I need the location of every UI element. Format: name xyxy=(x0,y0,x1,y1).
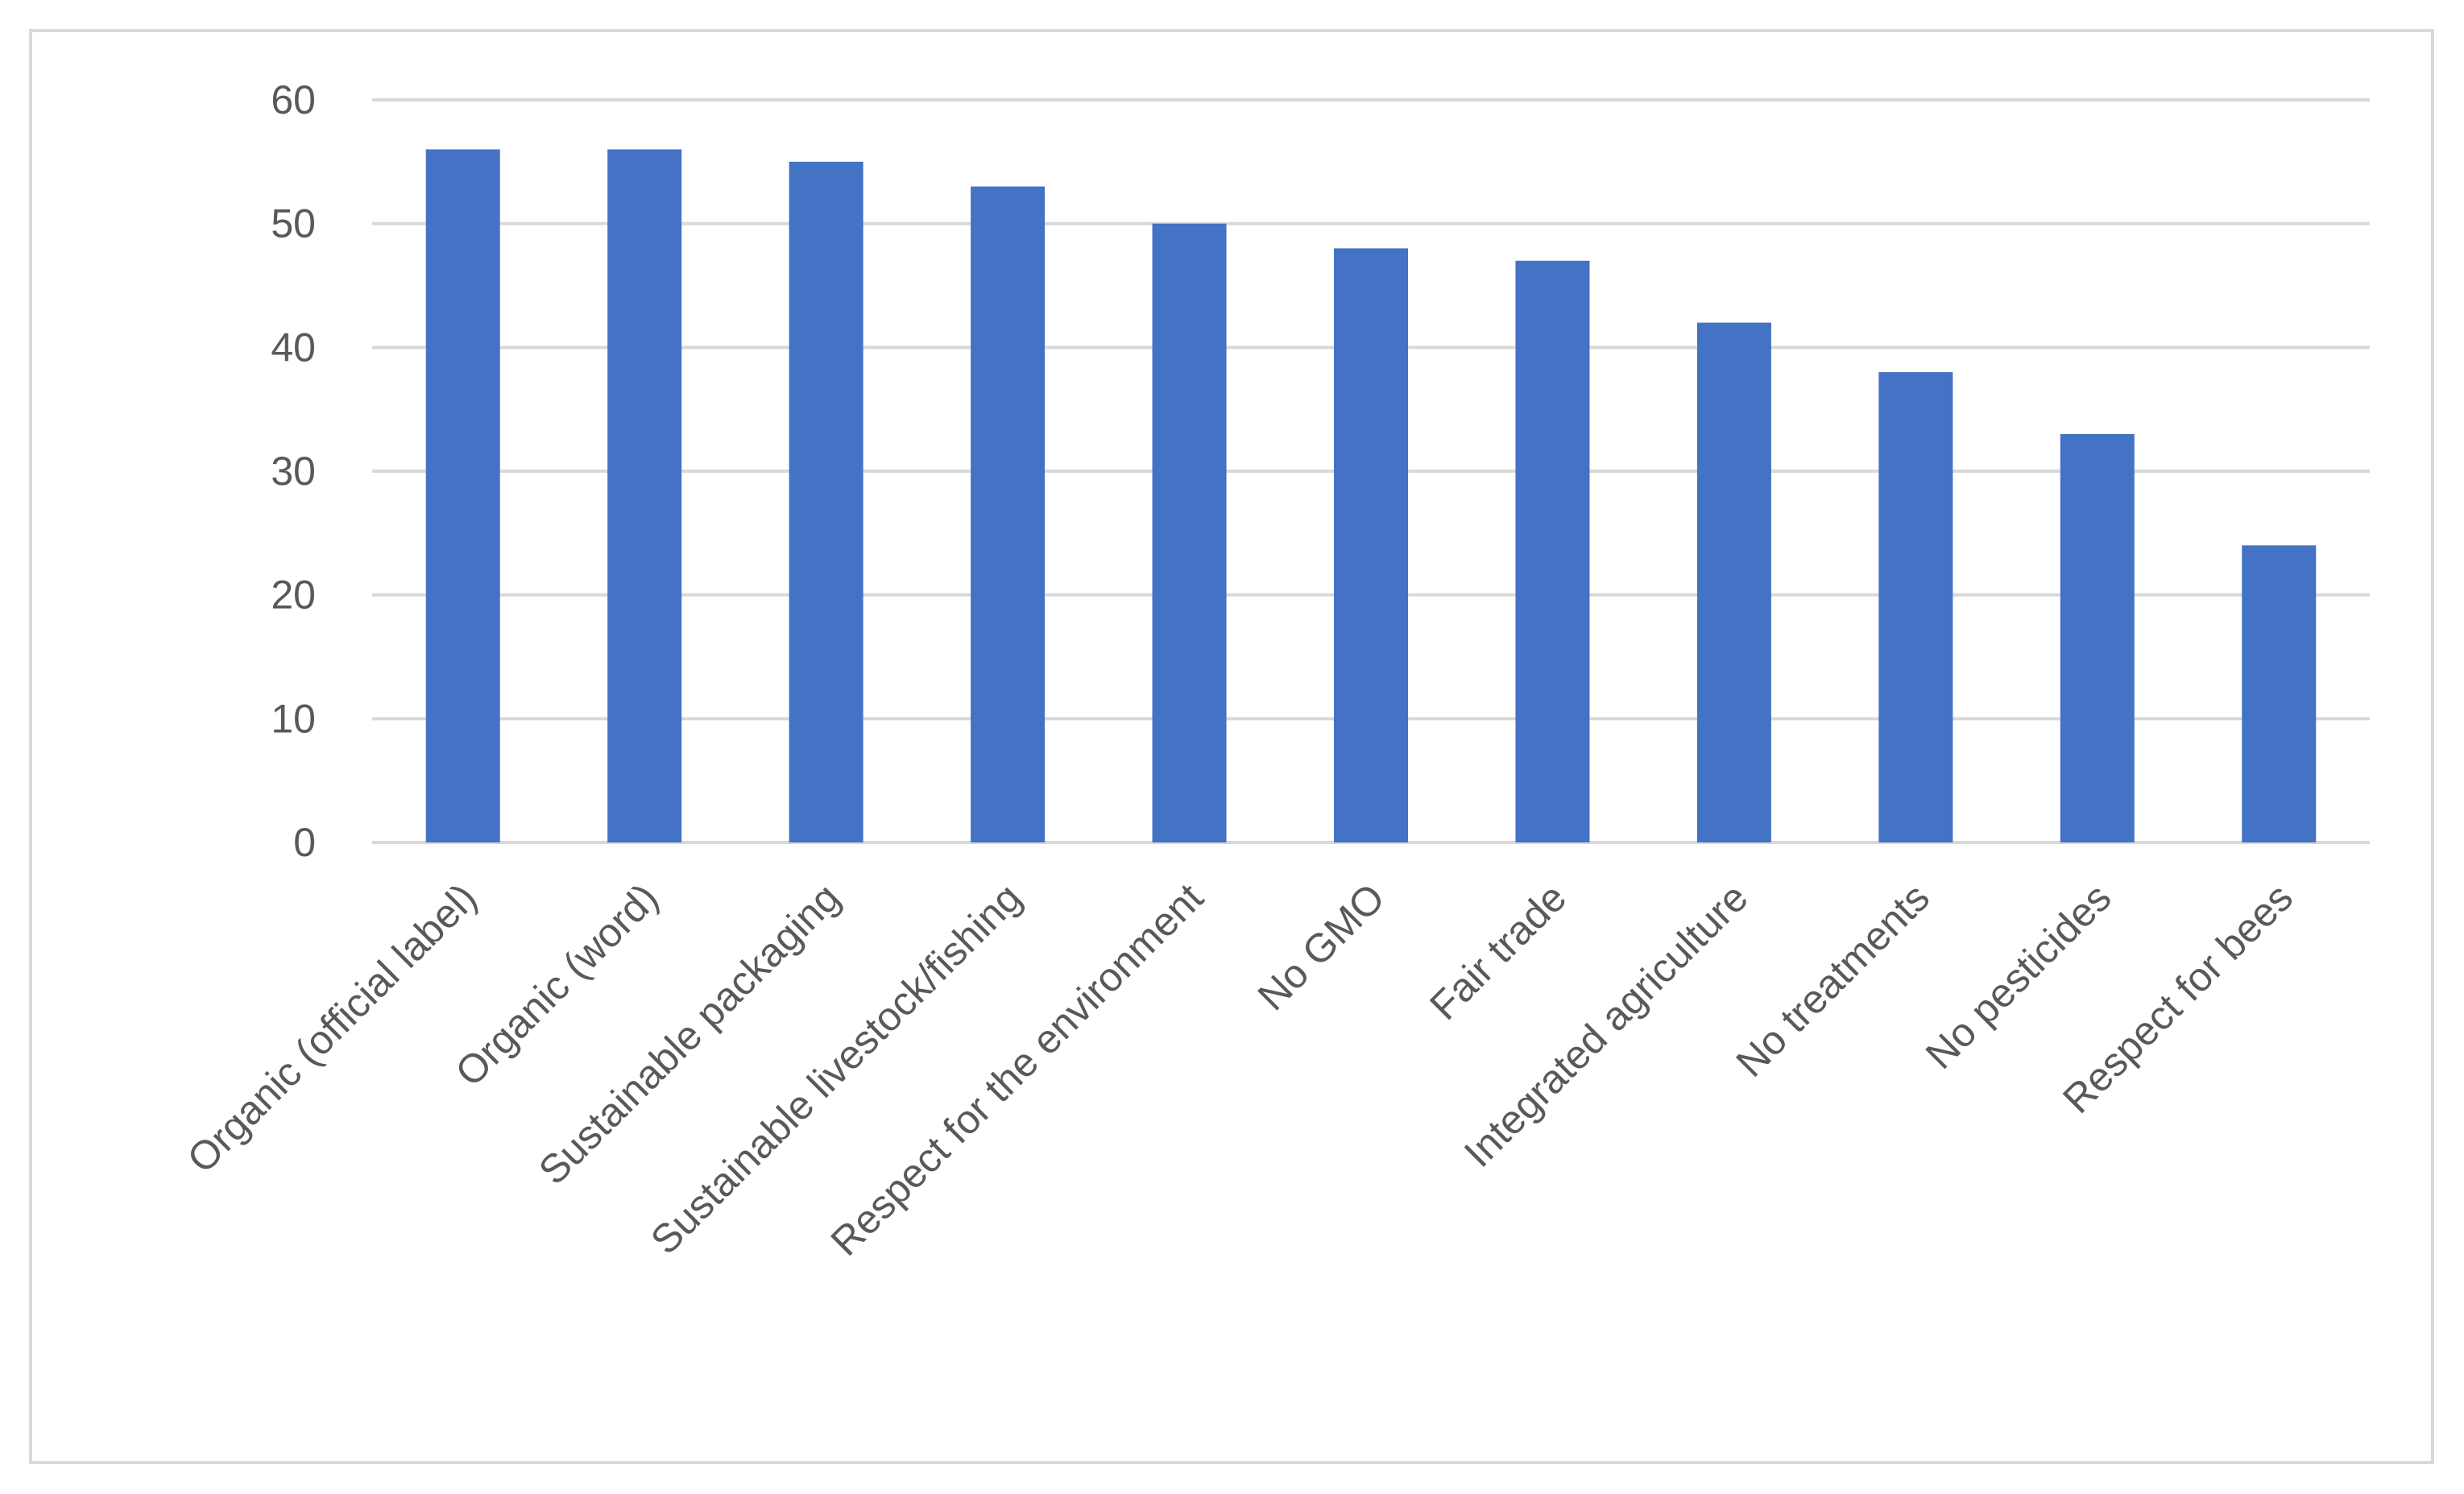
x-category-label: Sustainable packaging xyxy=(530,875,848,1193)
x-category-label: No GMO xyxy=(1249,875,1394,1019)
y-axis-tick-labels: 0 10 20 30 40 50 60 xyxy=(271,77,316,865)
x-category-label: Respect for the environment xyxy=(822,875,1212,1264)
x-category-label: No pesticides xyxy=(1917,875,2120,1078)
y-tick-label: 50 xyxy=(271,201,316,246)
bar xyxy=(1878,372,1953,843)
y-tick-label: 60 xyxy=(271,77,316,122)
bar xyxy=(2060,433,2135,842)
x-category-label: Organic (official label) xyxy=(179,875,486,1182)
bar xyxy=(1515,260,1590,842)
y-tick-label: 20 xyxy=(271,573,316,618)
bar xyxy=(1696,322,1771,843)
bar xyxy=(789,161,863,843)
bar xyxy=(425,149,500,842)
bar xyxy=(607,149,682,842)
x-category-label: Fair trade xyxy=(1421,875,1575,1028)
y-tick-label: 10 xyxy=(271,696,316,741)
bar xyxy=(1334,248,1408,842)
bars xyxy=(425,149,2317,843)
x-axis-category-labels: Organic (official label)Organic (word)Su… xyxy=(179,875,2301,1264)
bar xyxy=(971,186,1046,843)
y-tick-label: 0 xyxy=(293,820,316,865)
bar xyxy=(1152,223,1227,843)
y-tick-label: 40 xyxy=(271,325,316,370)
x-category-label: Sustainable livestock/fishing xyxy=(642,875,1030,1263)
bar xyxy=(2242,545,2317,842)
x-category-label: No treatments xyxy=(1728,875,1939,1086)
y-tick-label: 30 xyxy=(271,449,316,494)
